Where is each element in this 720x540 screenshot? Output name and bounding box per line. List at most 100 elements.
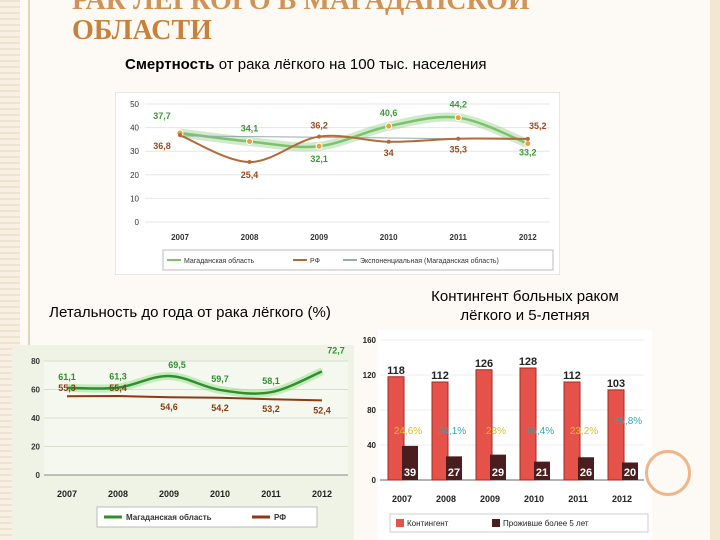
chart1-xtick-label: 2010 bbox=[380, 233, 398, 242]
chart3-xtick-label: 2010 bbox=[524, 494, 544, 504]
chart1-xtick-label: 2009 bbox=[310, 233, 328, 242]
chart3-ytick-label: 40 bbox=[367, 441, 376, 450]
chart1-point-magadan bbox=[246, 138, 254, 146]
chart1-point-rf bbox=[178, 133, 182, 138]
chart2-data-label-rf: 55,3 bbox=[58, 383, 76, 393]
chart2-data-label-rf: 54,2 bbox=[211, 403, 229, 413]
chart3-bar-contingent bbox=[607, 389, 625, 481]
decorative-frame-line bbox=[28, 0, 30, 540]
chart3-percent-label: 25,8% bbox=[614, 416, 642, 427]
chart2-xtick-label: 2012 bbox=[312, 489, 332, 499]
chart3-percent-label: 24,1% bbox=[438, 426, 466, 437]
chart2-ytick-label: 20 bbox=[31, 443, 40, 452]
chart2-xtick-label: 2010 bbox=[210, 489, 230, 499]
chart2-xtick-label: 2009 bbox=[159, 489, 179, 499]
chart1-ytick-label: 0 bbox=[135, 218, 140, 227]
chart2-data-label-rf: 54,6 bbox=[160, 402, 178, 412]
chart1-ytick-label: 40 bbox=[130, 124, 139, 133]
chart2-ytick-label: 60 bbox=[31, 386, 40, 395]
chart2-xtick-label: 2007 bbox=[57, 489, 77, 499]
chart3-legend-swatch bbox=[396, 519, 404, 527]
chart1-data-label-magadan: 37,7 bbox=[153, 111, 171, 121]
chart2-data-label-magadan: 58,1 bbox=[262, 376, 280, 386]
chart1-xtick-label: 2008 bbox=[241, 233, 259, 242]
chart1-point-rf bbox=[317, 134, 322, 139]
lethality-chart-title: Летальность до года от рака лёгкого (%) bbox=[49, 304, 331, 321]
chart1-data-label-magadan: 40,6 bbox=[380, 108, 398, 118]
chart3-xtick-label: 2007 bbox=[392, 494, 412, 504]
chart3-bar-label-survivors: 20 bbox=[624, 467, 636, 479]
chart1-xtick-label: 2011 bbox=[450, 233, 468, 242]
chart1-data-label-rf: 36,8 bbox=[153, 141, 171, 151]
lethality-chart: 0 20 40 60 80 2007 2008 2009 2010 2011 2012 61,1 61,… bbox=[12, 345, 354, 540]
chart3-bar-survivors bbox=[402, 445, 418, 480]
decorative-circle bbox=[645, 450, 691, 496]
chart3-xtick-label: 2011 bbox=[568, 494, 588, 504]
chart3-legend-label: Контингент bbox=[407, 519, 449, 528]
chart1-data-label-rf: 25,4 bbox=[241, 170, 259, 180]
chart2-xtick-label: 2008 bbox=[108, 489, 128, 499]
chart1-data-label-rf: 35,3 bbox=[449, 145, 467, 155]
chart3-percent-label: 24,6% bbox=[394, 426, 422, 437]
chart3-xtick-label: 2009 bbox=[480, 494, 500, 504]
chart3-percent-label: 23,2% bbox=[570, 426, 598, 437]
chart3-bar-contingent bbox=[563, 381, 581, 481]
chart2-data-label-magadan: 59,7 bbox=[211, 374, 229, 384]
chart1-data-label-magadan: 32,1 bbox=[310, 154, 328, 164]
chart3-bar-label-survivors: 21 bbox=[536, 467, 548, 479]
chart2-ytick-label: 40 bbox=[31, 414, 40, 423]
chart2-legend-label: РФ bbox=[274, 513, 286, 522]
chart3-bar-contingent bbox=[519, 367, 537, 481]
chart3-bar-survivors bbox=[446, 456, 462, 480]
contingent-chart: 0 40 80 120 160 118 39 24,6% 2007 112 27 24,1% 2008 1… bbox=[363, 330, 652, 540]
chart1-point-rf bbox=[525, 136, 530, 141]
chart1-xtick-label: 2012 bbox=[519, 233, 537, 242]
chart1-point-rf bbox=[247, 160, 252, 165]
chart3-bar-label-contingent: 126 bbox=[475, 358, 493, 370]
chart1-point-magadan bbox=[454, 114, 462, 122]
mortality-chart: 0 10 20 30 40 50 2007 2008 2009 2010 2011 2012 37,7 3… bbox=[115, 92, 560, 275]
mortality-title-rest: от рака лёгкого на 100 тыс. населения bbox=[214, 56, 487, 73]
chart1-legend-label: РФ bbox=[310, 258, 320, 265]
chart2-data-label-magadan: 61,3 bbox=[109, 372, 127, 382]
chart3-bar-label-survivors: 26 bbox=[580, 467, 592, 479]
chart3-ytick-label: 0 bbox=[372, 476, 377, 485]
chart1-legend-label: Экспоненциальная (Магаданская область) bbox=[360, 257, 499, 265]
chart2-legend-box bbox=[96, 506, 318, 528]
chart3-bar-survivors bbox=[622, 462, 638, 480]
chart3-percent-label: 23% bbox=[486, 426, 506, 437]
chart3-bar-contingent bbox=[475, 369, 493, 481]
chart1-ytick-label: 50 bbox=[130, 100, 139, 109]
chart3-bar-label-contingent: 128 bbox=[519, 356, 537, 368]
chart3-bar-survivors bbox=[534, 461, 550, 480]
chart3-xtick-label: 2012 bbox=[612, 494, 632, 504]
chart3-legend-box bbox=[389, 513, 649, 533]
chart1-xtick-label: 2007 bbox=[171, 233, 189, 242]
chart3-bar-label-contingent: 118 bbox=[387, 365, 405, 377]
chart3-bar-contingent bbox=[387, 376, 405, 481]
chart3-bar-label-contingent: 112 bbox=[431, 370, 449, 382]
chart2-series-rf-line bbox=[66, 395, 323, 402]
chart3-bar-contingent bbox=[431, 381, 449, 481]
chart1-data-label-rf: 36,2 bbox=[310, 121, 328, 131]
chart2-ytick-label: 80 bbox=[31, 357, 40, 366]
chart2-xtick-label: 2011 bbox=[261, 489, 281, 499]
chart3-ytick-label: 120 bbox=[363, 371, 377, 380]
chart3-legend-swatch bbox=[492, 519, 500, 527]
chart3-bar-survivors bbox=[578, 457, 594, 480]
chart1-series-rf-line bbox=[179, 134, 528, 164]
chart2-series-magadan-line bbox=[66, 370, 323, 395]
chart1-data-label-rf: 35,2 bbox=[529, 121, 547, 131]
chart3-xtick-label: 2008 bbox=[436, 494, 456, 504]
chart1-legend-label: Магаданская область bbox=[184, 257, 255, 265]
slide-title-line2: ОБЛАСТИ bbox=[72, 15, 212, 46]
chart1-data-label-magadan: 33,2 bbox=[519, 148, 537, 158]
mortality-chart-title: Смертность от рака лёгкого на 100 тыс. н… bbox=[125, 56, 486, 73]
mortality-title-bold: Смертность bbox=[125, 56, 215, 73]
chart1-point-rf bbox=[456, 136, 461, 141]
chart3-background bbox=[378, 330, 652, 540]
chart3-bar-label-contingent: 112 bbox=[563, 370, 581, 382]
decorative-frame-right bbox=[710, 0, 720, 540]
chart2-data-label-magadan: 61,1 bbox=[58, 372, 76, 382]
chart3-ytick-label: 80 bbox=[367, 406, 376, 415]
